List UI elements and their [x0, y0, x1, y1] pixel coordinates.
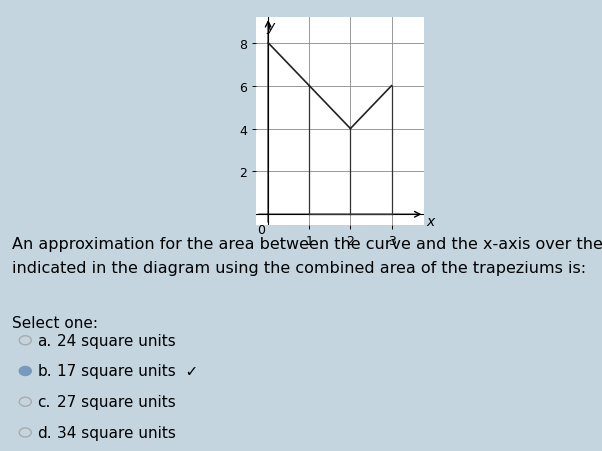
Text: 27 square units: 27 square units — [57, 394, 176, 410]
Text: c.: c. — [37, 394, 51, 410]
Text: a.: a. — [37, 333, 52, 348]
Text: 0: 0 — [257, 223, 265, 236]
Text: 17 square units  ✓: 17 square units ✓ — [57, 364, 199, 379]
Text: y: y — [266, 20, 275, 34]
Text: indicated in the diagram using the combined area of the trapeziums is:: indicated in the diagram using the combi… — [12, 260, 586, 275]
Text: Select one:: Select one: — [12, 316, 98, 331]
Text: 24 square units: 24 square units — [57, 333, 176, 348]
Text: 34 square units: 34 square units — [57, 425, 176, 440]
Text: d.: d. — [37, 425, 52, 440]
Text: An approximation for the area between the curve and the x-axis over the interval: An approximation for the area between th… — [12, 237, 602, 252]
Text: x: x — [426, 214, 435, 228]
Text: b.: b. — [37, 364, 52, 379]
